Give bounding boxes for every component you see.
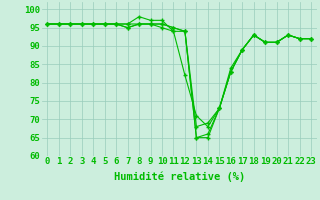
X-axis label: Humidité relative (%): Humidité relative (%) <box>114 172 245 182</box>
